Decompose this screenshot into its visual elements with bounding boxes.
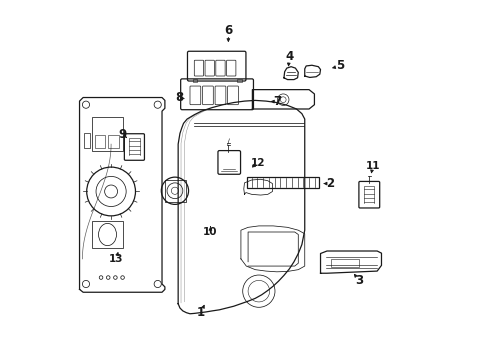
Text: 6: 6 [224,24,232,37]
Bar [83,134,90,148]
Text: 8: 8 [175,91,183,104]
Text: 12: 12 [250,158,265,168]
Bar [164,180,185,202]
Bar [92,221,122,248]
Text: 1: 1 [196,306,204,319]
Text: 5: 5 [335,59,344,72]
Text: 10: 10 [203,227,217,237]
Bar [92,117,122,151]
Bar [330,259,359,267]
Text: 13: 13 [109,254,123,264]
Bar [237,79,241,82]
Text: 4: 4 [285,50,293,63]
Text: 2: 2 [326,177,334,190]
Text: 9: 9 [118,127,126,141]
Bar [108,135,119,148]
Text: 7: 7 [273,95,281,108]
Bar [94,135,105,148]
Text: 3: 3 [354,274,363,287]
Bar [247,177,319,188]
Bar [192,79,196,82]
Text: 11: 11 [365,161,379,171]
